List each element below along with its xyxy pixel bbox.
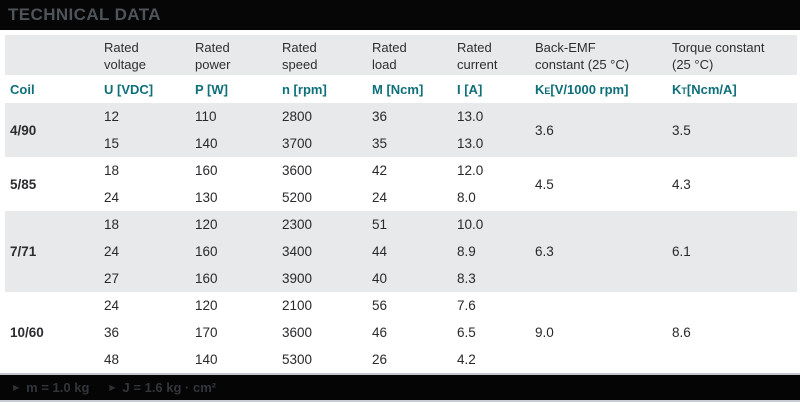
rated-voltage-cell: 18 [104,217,120,232]
coil-group-10-60: 10/60 24 120 2100 56 7.6 36 170 3600 46 … [5,292,797,373]
rated-load-cell: 44 [372,244,388,259]
rated-voltage-cell: 15 [104,136,120,151]
rated-current-cell: 6.5 [457,325,476,340]
rated-speed-cell: 3400 [282,244,313,259]
rated-load-cell: 26 [372,352,388,367]
rated-speed-cell: 3900 [282,271,313,286]
coil-group-label: 10/60 [10,325,44,340]
rated-power-cell: 110 [195,109,217,124]
rated-power-cell: 160 [195,271,218,286]
rated-load-cell: 24 [372,190,388,205]
rated-load-cell: 42 [372,163,388,178]
coil-group-7-71: 7/71 18 120 2300 51 10.0 24 160 3400 44 … [5,211,797,292]
footer-inertia-text: J = 1.6 kg · cm² [122,380,217,395]
rated-speed-cell: 5200 [282,190,313,205]
rated-voltage-cell: 18 [104,163,120,178]
rated-speed-cell: 2100 [282,298,313,313]
torque-constant-cell: 6.1 [672,244,691,259]
coil-group-label: 5/85 [10,176,37,192]
rated-power-cell: 140 [195,136,218,151]
rated-current-cell: 13.0 [457,109,484,124]
back-emf-constant-cell: 9.0 [535,325,554,340]
rated-speed-cell: 2800 [282,109,313,124]
rated-power-cell: 160 [195,244,218,259]
unit-voltage: U [VDC] [104,81,154,97]
back-emf-constant-cell: 3.6 [535,122,554,138]
rated-power-cell: 120 [195,298,218,313]
rated-speed-cell: 5300 [282,352,313,367]
rated-speed-cell: 3700 [282,136,313,151]
back-emf-constant-cell: 6.3 [535,244,554,259]
header-rated-load: Rated load [372,40,407,72]
rated-power-cell: 120 [195,217,218,232]
unit-speed: n [rpm] [282,81,327,97]
rated-voltage-cell: 48 [104,352,120,367]
rated-load-cell: 36 [372,109,388,124]
rated-power-cell: 130 [195,190,218,205]
coil-group-5-85: 5/85 18 160 3600 42 12.0 24 130 5200 24 … [5,157,797,211]
footer-bar: ▶ m = 1.0 kg ▶ J = 1.6 kg · cm² [0,373,800,400]
table-header-row: Rated voltage Rated power Rated speed Ra… [5,35,797,75]
rated-load-cell: 40 [372,271,388,286]
rated-load-cell: 35 [372,136,388,151]
rated-voltage-cell: 12 [104,109,120,124]
rated-speed-cell: 3600 [282,325,313,340]
header-back-emf-constant: Back-EMF constant (25 °C) [535,40,630,72]
torque-constant-cell: 3.5 [672,122,691,138]
header-rated-power: Rated power [195,40,231,72]
rated-current-cell: 13.0 [457,136,484,151]
footer-item-mass: ▶ m = 1.0 kg [13,380,89,395]
rated-current-cell: 8.3 [457,271,476,286]
rated-load-cell: 46 [372,325,388,340]
coil-group-label: 7/71 [10,244,37,259]
rated-load-cell: 51 [372,217,388,232]
header-spacer [5,35,99,75]
bottom-edge-strip [0,400,800,406]
unit-power: P [W] [195,81,228,97]
header-torque-constant: Torque constant (25 °C) [672,40,765,72]
coil-column-label: Coil [10,81,35,97]
rated-voltage-cell: 24 [104,244,120,259]
rated-load-cell: 56 [372,298,388,313]
triangle-bullet-icon: ▶ [13,382,20,392]
footer-item-inertia: ▶ J = 1.6 kg · cm² [109,380,216,395]
rated-current-cell: 10.0 [457,217,484,232]
title-bar: TECHNICAL DATA [0,0,800,30]
rated-voltage-cell: 24 [104,298,120,313]
rated-current-cell: 8.0 [457,190,476,205]
rated-power-cell: 140 [195,352,218,367]
rated-power-cell: 170 [195,325,218,340]
header-rated-voltage: Rated voltage [104,40,146,72]
table-unit-row: Coil U [VDC] P [W] n [rpm] M [Ncm] I [A]… [5,75,797,103]
rated-current-cell: 8.9 [457,244,476,259]
back-emf-constant-cell: 4.5 [535,176,554,192]
rated-current-cell: 4.2 [457,352,476,367]
triangle-bullet-icon: ▶ [109,382,116,392]
header-rated-speed: Rated speed [282,40,318,72]
coil-group-label: 4/90 [10,122,37,138]
torque-constant-cell: 4.3 [672,176,691,192]
rated-current-cell: 7.6 [457,298,476,313]
rated-speed-cell: 3600 [282,163,313,178]
technical-data-table: Rated voltage Rated power Rated speed Ra… [5,35,797,373]
rated-speed-cell: 2300 [282,217,313,232]
header-rated-current: Rated current [457,40,498,72]
coil-group-4-90: 4/90 12 110 2800 36 13.0 15 140 3700 35 … [5,103,797,157]
rated-voltage-cell: 27 [104,271,120,286]
rated-power-cell: 160 [195,163,218,178]
rated-current-cell: 12.0 [457,163,484,178]
footer-mass-text: m = 1.0 kg [26,380,90,395]
rated-voltage-cell: 24 [104,190,120,205]
unit-current: I [A] [457,81,483,97]
torque-constant-cell: 8.6 [672,325,691,340]
page-title: TECHNICAL DATA [8,5,161,24]
rated-voltage-cell: 36 [104,325,120,340]
unit-load: M [Ncm] [372,81,424,97]
